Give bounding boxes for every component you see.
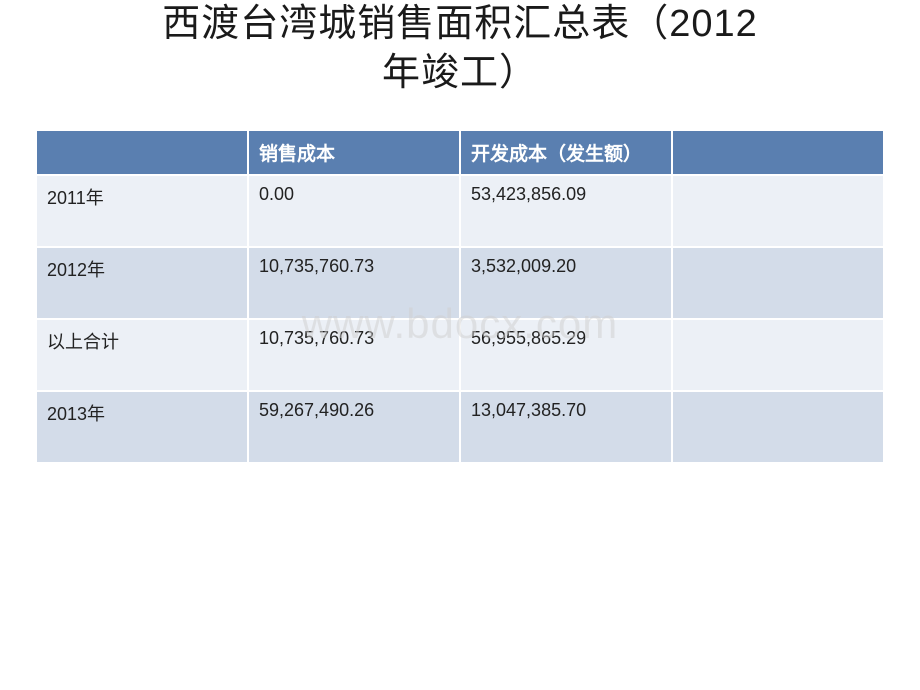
page-title: 西渡台湾城销售面积汇总表（2012 年竣工） [0,0,920,99]
table-cell-sales: 59,267,490.26 [248,391,460,463]
table-header-cell [672,130,884,175]
table-cell-dev: 56,955,865.29 [460,319,672,391]
data-table: 销售成本 开发成本（发生额） 2011年 0.00 53,423,856.09 … [35,129,885,464]
table-cell-extra [672,175,884,247]
table-cell-dev: 13,047,385.70 [460,391,672,463]
table-cell-sales: 10,735,760.73 [248,319,460,391]
table-row: 2011年 0.00 53,423,856.09 [36,175,884,247]
table-cell-label: 2011年 [36,175,248,247]
table-cell-label: 2013年 [36,391,248,463]
table-cell-extra [672,247,884,319]
table-header-cell: 销售成本 [248,130,460,175]
table-row: 以上合计 10,735,760.73 56,955,865.29 [36,319,884,391]
table-row: 2013年 59,267,490.26 13,047,385.70 [36,391,884,463]
table-cell-sales: 10,735,760.73 [248,247,460,319]
table-cell-dev: 53,423,856.09 [460,175,672,247]
table-header-cell: 开发成本（发生额） [460,130,672,175]
table-cell-label: 以上合计 [36,319,248,391]
table-row: 2012年 10,735,760.73 3,532,009.20 [36,247,884,319]
title-line2: 年竣工） [382,52,538,94]
table-header-row: 销售成本 开发成本（发生额） [36,130,884,175]
data-table-container: 销售成本 开发成本（发生额） 2011年 0.00 53,423,856.09 … [35,129,885,464]
table-cell-dev: 3,532,009.20 [460,247,672,319]
table-cell-extra [672,391,884,463]
table-cell-label: 2012年 [36,247,248,319]
table-cell-sales: 0.00 [248,175,460,247]
table-cell-extra [672,319,884,391]
title-line1: 西渡台湾城销售面积汇总表（2012 [162,3,758,45]
table-header-cell [36,130,248,175]
